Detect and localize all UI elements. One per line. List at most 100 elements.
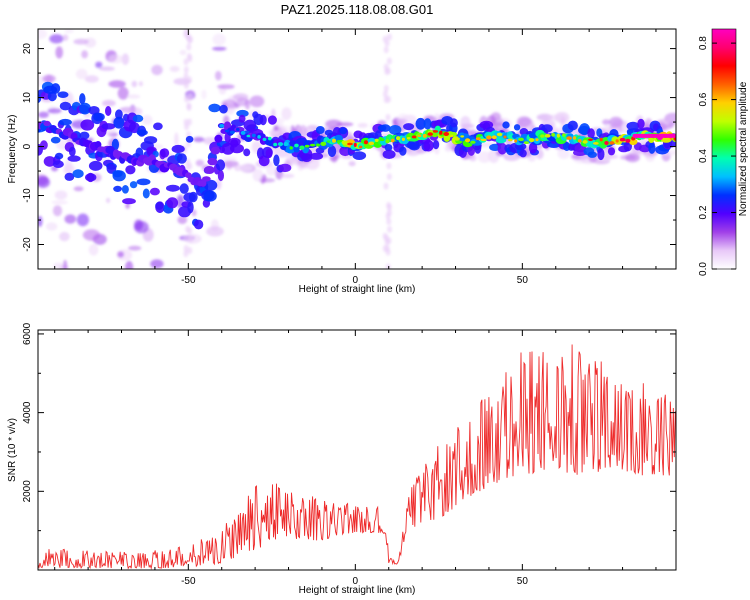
ridge-peak (236, 127, 240, 132)
stripe-blob (384, 238, 390, 246)
ridge-peak (496, 132, 503, 137)
stripe-blob (383, 46, 389, 54)
ridge-peak (251, 133, 256, 138)
ridge-peak (673, 136, 676, 141)
noise-blob (460, 116, 471, 130)
ridge-peak (379, 138, 385, 142)
ridge-peak (508, 138, 513, 142)
snr-x-axis-label: Height of straight line (km) (299, 585, 416, 596)
noise-blob (38, 29, 48, 40)
page-title: PAZ1.2025.118.08.08.G01 (280, 2, 434, 17)
ridge-peak (368, 141, 374, 146)
x-tick-label: 50 (517, 275, 529, 286)
noise-blob (602, 154, 619, 160)
noise-blob (128, 245, 142, 251)
noise-blob (62, 34, 69, 41)
halo-blob (382, 149, 396, 159)
halo-blob (423, 139, 434, 152)
ridge-peak (364, 140, 368, 145)
ridge-peak (503, 135, 507, 139)
halo-blob (502, 121, 510, 129)
ridge-peak (273, 142, 278, 147)
ridge-peak (332, 138, 336, 143)
noise-blob (206, 226, 224, 237)
ridge-halo (38, 81, 676, 230)
spectrogram-panel: -50 0 50 -20 -10 0 10 20 Height of straight lin… (7, 28, 677, 295)
ridge-blob (204, 166, 215, 174)
colorbar-frame (711, 28, 737, 270)
halo-blob (79, 93, 86, 105)
noise-blob (236, 164, 253, 172)
noise-blob (117, 251, 125, 258)
halo-blob (449, 118, 458, 128)
halo-blob (132, 114, 144, 123)
ridge-peak (240, 130, 246, 135)
halo-blob (64, 172, 75, 181)
ridge-peak (257, 135, 261, 139)
ridge-peak (229, 130, 235, 134)
ridge-peak (439, 130, 443, 135)
ridge-peak (556, 133, 561, 138)
noise-blob (59, 231, 70, 242)
ridge-peak (480, 138, 487, 142)
noise-blob (225, 101, 236, 115)
halo-blob (52, 160, 64, 168)
halo-blob (259, 114, 267, 126)
noise-blob (63, 259, 68, 269)
ridge-core (38, 120, 676, 187)
ridge-peak (359, 145, 363, 149)
ridge-peak (470, 140, 476, 144)
y-tick-label: 0 (22, 143, 33, 149)
stripe-blob (386, 95, 391, 103)
stripe-blob (187, 247, 193, 254)
ridge-blob (185, 172, 192, 179)
noise-blob (73, 38, 89, 45)
colorbar-gradient (712, 29, 736, 269)
halo-blob (67, 155, 81, 162)
halo-blob (155, 201, 165, 213)
halo-blob (388, 124, 402, 135)
halo-blob (79, 102, 91, 115)
ridge-peak (309, 143, 316, 147)
halo-blob (258, 155, 270, 167)
ridge-peak (304, 144, 310, 148)
ridge-peak (283, 142, 289, 147)
ridge-peak (315, 143, 320, 147)
noise-blob (102, 99, 116, 107)
noise-blob (489, 121, 505, 127)
colorbar-tick-label: 0.6 (698, 92, 709, 106)
halo-blob (171, 144, 185, 154)
halo-blob (587, 128, 595, 139)
noise-blob (54, 190, 68, 200)
stripe-blob (387, 225, 392, 233)
halo-blob (208, 103, 221, 113)
halo-blob (339, 127, 348, 135)
colorbar-ticks: 0.0 0.2 0.4 0.6 0.8 (698, 36, 736, 276)
noise-blob (108, 80, 126, 88)
snr-panel: -50 0 50 2000 4000 6000 Height of straight li… (7, 322, 677, 596)
ridge-blob (214, 134, 223, 143)
noise-blob (298, 161, 310, 169)
ridge-peak (341, 140, 348, 145)
noise-blob (38, 215, 43, 227)
halo-blob (648, 142, 656, 154)
halo-blob (160, 148, 170, 158)
noise-blob (193, 136, 205, 143)
halo-blob (380, 124, 391, 132)
halo-blob (230, 143, 244, 154)
halo-blob (301, 153, 313, 162)
stripe-blob (183, 58, 189, 66)
halo-blob (149, 187, 160, 196)
ridge-peak (460, 135, 465, 138)
stripe-blob (382, 90, 388, 98)
ridge-blob (628, 138, 638, 145)
ridge-peak (246, 134, 251, 138)
ridge-peak (562, 133, 566, 137)
stripe-blob (187, 162, 193, 170)
ridge-peak (491, 135, 497, 140)
noise-blob (52, 205, 63, 217)
noise-blob (552, 126, 558, 134)
stripe-blob (384, 39, 390, 47)
halo-blob (607, 147, 616, 156)
ridge-peak (401, 137, 405, 141)
